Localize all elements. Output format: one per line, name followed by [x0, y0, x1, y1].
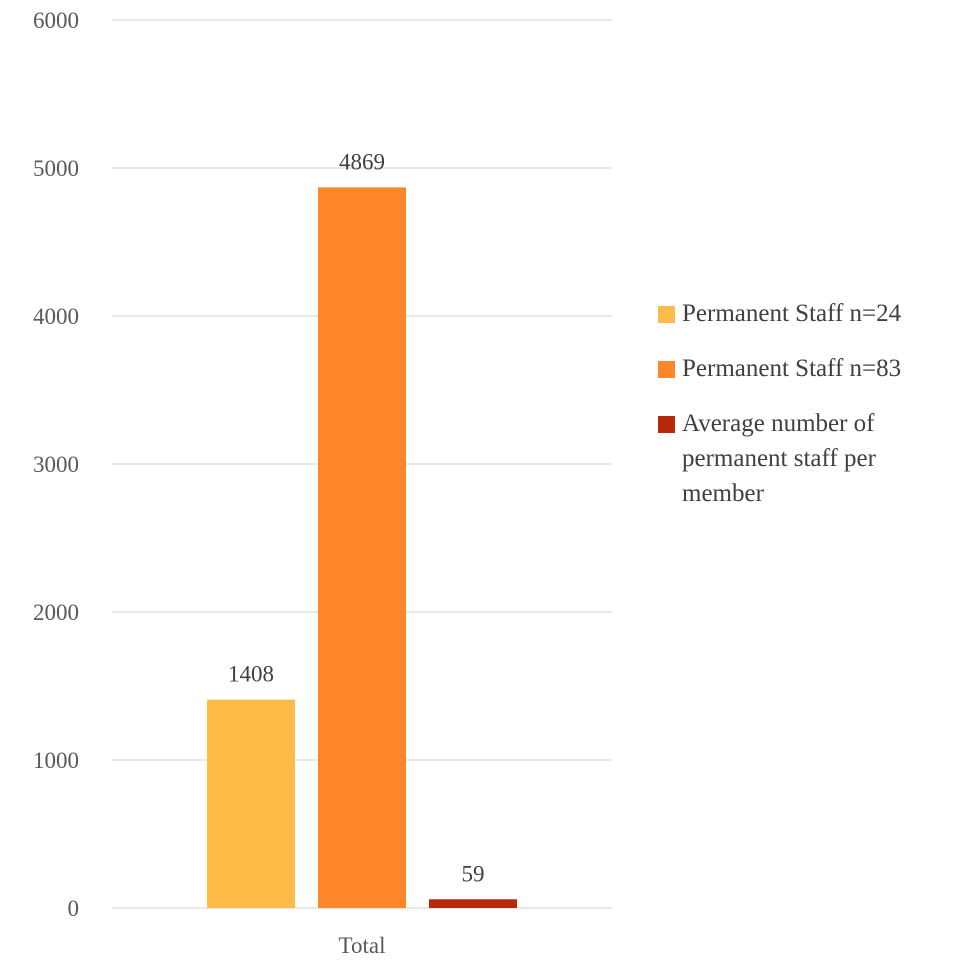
legend-swatch-icon [658, 416, 675, 433]
bar-series-2 [318, 187, 406, 908]
legend-swatch-icon [658, 361, 675, 378]
data-label: 59 [462, 861, 485, 886]
category-label-total: Total [339, 933, 386, 958]
y-tick-label: 5000 [33, 156, 79, 181]
y-tick-label: 2000 [33, 600, 79, 625]
y-tick-label: 1000 [33, 748, 79, 773]
legend-item-permanent-staff-n83: Permanent Staff n=83 [655, 351, 950, 386]
legend-item-average-staff: Average number of permanent staff per me… [655, 406, 950, 511]
legend-label: Permanent Staff n=83 [682, 355, 902, 382]
bar-series-3 [429, 899, 517, 908]
y-tick-label: 0 [68, 896, 80, 921]
legend-item-permanent-staff-n24: Permanent Staff n=24 [655, 296, 950, 331]
y-tick-label: 6000 [33, 8, 79, 33]
data-label: 4869 [339, 149, 385, 174]
bar-series-1 [207, 699, 295, 908]
legend: Permanent Staff n=24 Permanent Staff n=8… [655, 296, 950, 531]
legend-label: Average number of permanent staff per me… [682, 410, 876, 507]
bars [207, 187, 517, 908]
legend-label: Permanent Staff n=24 [682, 300, 902, 327]
y-tick-label: 4000 [33, 304, 79, 329]
y-tick-label: 3000 [33, 452, 79, 477]
legend-swatch-icon [658, 306, 675, 323]
data-labels: 1408 4869 59 [228, 149, 485, 886]
data-label: 1408 [228, 662, 274, 687]
y-axis-tick-labels: 0 1000 2000 3000 4000 5000 6000 [33, 8, 79, 921]
